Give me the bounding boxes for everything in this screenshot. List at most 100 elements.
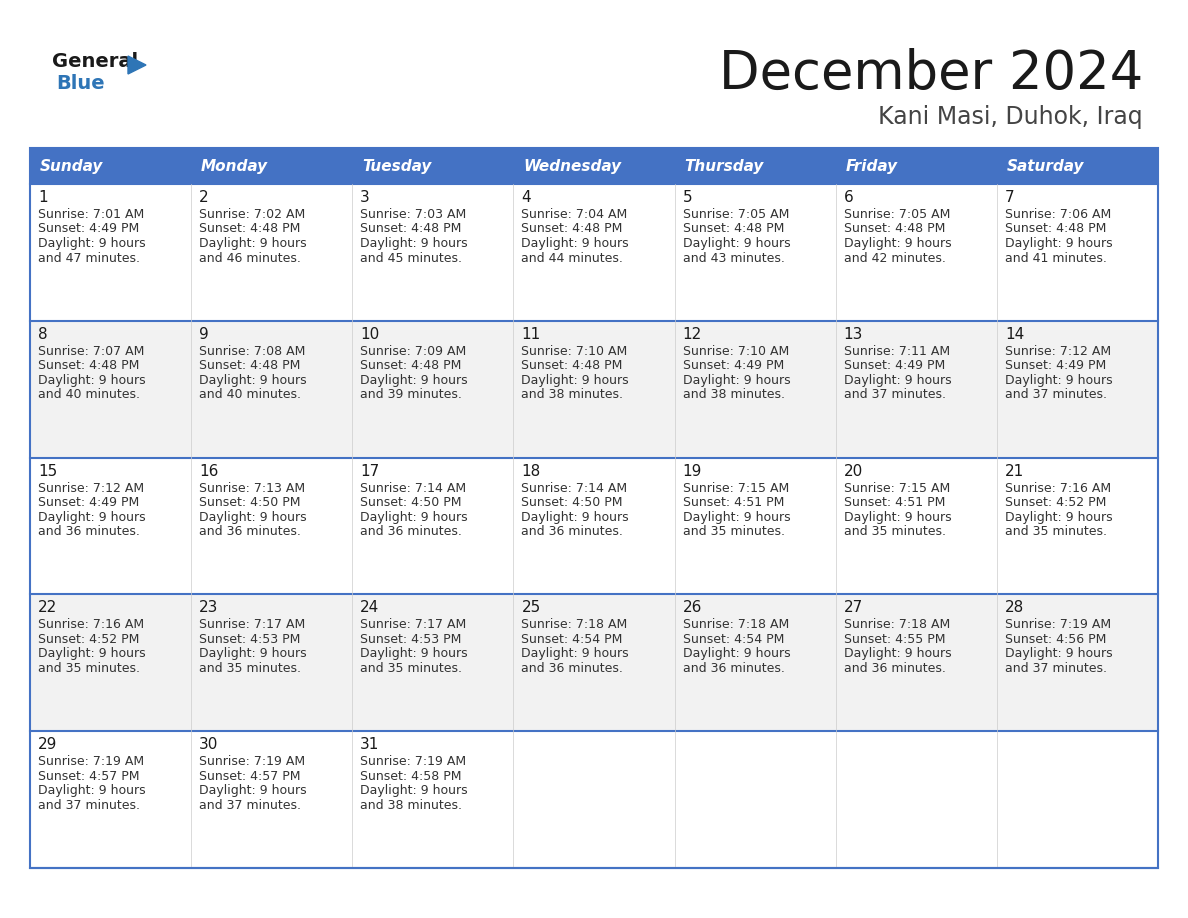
Text: Sunrise: 7:17 AM: Sunrise: 7:17 AM xyxy=(360,619,467,632)
Text: Sunset: 4:57 PM: Sunset: 4:57 PM xyxy=(200,769,301,783)
Text: Sunset: 4:54 PM: Sunset: 4:54 PM xyxy=(683,633,784,646)
Text: Daylight: 9 hours: Daylight: 9 hours xyxy=(522,647,630,660)
Text: and 47 minutes.: and 47 minutes. xyxy=(38,252,140,264)
Text: 19: 19 xyxy=(683,464,702,478)
Text: Sunset: 4:57 PM: Sunset: 4:57 PM xyxy=(38,769,139,783)
Text: Sunset: 4:50 PM: Sunset: 4:50 PM xyxy=(522,496,623,509)
Text: and 36 minutes.: and 36 minutes. xyxy=(683,662,784,675)
Text: Sunrise: 7:02 AM: Sunrise: 7:02 AM xyxy=(200,208,305,221)
Text: Sunrise: 7:16 AM: Sunrise: 7:16 AM xyxy=(38,619,144,632)
Text: Sunset: 4:48 PM: Sunset: 4:48 PM xyxy=(1005,222,1106,236)
Text: Daylight: 9 hours: Daylight: 9 hours xyxy=(200,237,307,250)
Text: Saturday: Saturday xyxy=(1007,159,1085,174)
Text: and 38 minutes.: and 38 minutes. xyxy=(683,388,784,401)
Text: Sunrise: 7:16 AM: Sunrise: 7:16 AM xyxy=(1005,482,1111,495)
Text: Sunset: 4:50 PM: Sunset: 4:50 PM xyxy=(360,496,462,509)
Text: Daylight: 9 hours: Daylight: 9 hours xyxy=(1005,510,1112,523)
Text: Daylight: 9 hours: Daylight: 9 hours xyxy=(200,510,307,523)
Text: Sunset: 4:50 PM: Sunset: 4:50 PM xyxy=(200,496,301,509)
Text: Daylight: 9 hours: Daylight: 9 hours xyxy=(38,510,146,523)
Text: Sunset: 4:49 PM: Sunset: 4:49 PM xyxy=(683,359,784,373)
Text: Daylight: 9 hours: Daylight: 9 hours xyxy=(360,237,468,250)
Text: Sunrise: 7:05 AM: Sunrise: 7:05 AM xyxy=(843,208,950,221)
Bar xyxy=(30,148,1158,184)
Text: Sunrise: 7:18 AM: Sunrise: 7:18 AM xyxy=(522,619,627,632)
Bar xyxy=(30,732,1158,868)
Text: and 37 minutes.: and 37 minutes. xyxy=(1005,662,1107,675)
Text: 22: 22 xyxy=(38,600,57,615)
Text: and 40 minutes.: and 40 minutes. xyxy=(200,388,301,401)
Text: 16: 16 xyxy=(200,464,219,478)
Text: Daylight: 9 hours: Daylight: 9 hours xyxy=(200,374,307,386)
Text: Sunrise: 7:15 AM: Sunrise: 7:15 AM xyxy=(683,482,789,495)
Text: Daylight: 9 hours: Daylight: 9 hours xyxy=(683,510,790,523)
Text: Sunset: 4:54 PM: Sunset: 4:54 PM xyxy=(522,633,623,646)
Text: Sunrise: 7:06 AM: Sunrise: 7:06 AM xyxy=(1005,208,1111,221)
Text: Sunset: 4:51 PM: Sunset: 4:51 PM xyxy=(843,496,946,509)
Text: 18: 18 xyxy=(522,464,541,478)
Polygon shape xyxy=(128,56,146,74)
Text: Sunset: 4:55 PM: Sunset: 4:55 PM xyxy=(843,633,946,646)
Text: and 37 minutes.: and 37 minutes. xyxy=(200,799,301,812)
Text: and 36 minutes.: and 36 minutes. xyxy=(360,525,462,538)
Text: Sunset: 4:49 PM: Sunset: 4:49 PM xyxy=(843,359,944,373)
Text: Daylight: 9 hours: Daylight: 9 hours xyxy=(683,647,790,660)
Text: Tuesday: Tuesday xyxy=(362,159,431,174)
Text: and 35 minutes.: and 35 minutes. xyxy=(1005,525,1107,538)
Bar xyxy=(30,457,1158,594)
Text: Wednesday: Wednesday xyxy=(524,159,621,174)
Bar xyxy=(30,148,1158,868)
Text: and 35 minutes.: and 35 minutes. xyxy=(683,525,784,538)
Text: and 35 minutes.: and 35 minutes. xyxy=(843,525,946,538)
Text: Sunrise: 7:10 AM: Sunrise: 7:10 AM xyxy=(522,345,627,358)
Text: Sunset: 4:49 PM: Sunset: 4:49 PM xyxy=(38,222,139,236)
Text: Daylight: 9 hours: Daylight: 9 hours xyxy=(360,374,468,386)
Text: 20: 20 xyxy=(843,464,862,478)
Text: 1: 1 xyxy=(38,190,48,205)
Text: 15: 15 xyxy=(38,464,57,478)
Text: 13: 13 xyxy=(843,327,864,341)
Text: 17: 17 xyxy=(360,464,379,478)
Text: and 45 minutes.: and 45 minutes. xyxy=(360,252,462,264)
Text: and 38 minutes.: and 38 minutes. xyxy=(360,799,462,812)
Bar xyxy=(30,184,1158,320)
Text: Sunrise: 7:04 AM: Sunrise: 7:04 AM xyxy=(522,208,627,221)
Text: 3: 3 xyxy=(360,190,369,205)
Text: and 39 minutes.: and 39 minutes. xyxy=(360,388,462,401)
Text: 24: 24 xyxy=(360,600,379,615)
Text: 5: 5 xyxy=(683,190,693,205)
Text: Sunset: 4:48 PM: Sunset: 4:48 PM xyxy=(843,222,946,236)
Text: Sunrise: 7:11 AM: Sunrise: 7:11 AM xyxy=(843,345,950,358)
Text: Sunrise: 7:19 AM: Sunrise: 7:19 AM xyxy=(200,756,305,768)
Text: and 42 minutes.: and 42 minutes. xyxy=(843,252,946,264)
Text: Sunset: 4:48 PM: Sunset: 4:48 PM xyxy=(683,222,784,236)
Text: and 35 minutes.: and 35 minutes. xyxy=(38,662,140,675)
Text: and 36 minutes.: and 36 minutes. xyxy=(522,662,624,675)
Text: and 37 minutes.: and 37 minutes. xyxy=(38,799,140,812)
Text: Sunset: 4:56 PM: Sunset: 4:56 PM xyxy=(1005,633,1106,646)
Text: 27: 27 xyxy=(843,600,862,615)
Text: Sunrise: 7:19 AM: Sunrise: 7:19 AM xyxy=(38,756,144,768)
Text: and 44 minutes.: and 44 minutes. xyxy=(522,252,624,264)
Text: Daylight: 9 hours: Daylight: 9 hours xyxy=(843,647,952,660)
Text: Daylight: 9 hours: Daylight: 9 hours xyxy=(38,374,146,386)
Text: Sunrise: 7:05 AM: Sunrise: 7:05 AM xyxy=(683,208,789,221)
Text: Daylight: 9 hours: Daylight: 9 hours xyxy=(1005,237,1112,250)
Text: Sunset: 4:53 PM: Sunset: 4:53 PM xyxy=(360,633,462,646)
Text: 31: 31 xyxy=(360,737,380,752)
Text: 28: 28 xyxy=(1005,600,1024,615)
Text: Sunset: 4:48 PM: Sunset: 4:48 PM xyxy=(200,359,301,373)
Text: Thursday: Thursday xyxy=(684,159,764,174)
Text: 10: 10 xyxy=(360,327,379,341)
Text: Daylight: 9 hours: Daylight: 9 hours xyxy=(360,784,468,797)
Text: 21: 21 xyxy=(1005,464,1024,478)
Text: and 36 minutes.: and 36 minutes. xyxy=(843,662,946,675)
Text: Sunset: 4:48 PM: Sunset: 4:48 PM xyxy=(200,222,301,236)
Text: Sunrise: 7:18 AM: Sunrise: 7:18 AM xyxy=(683,619,789,632)
Text: Sunrise: 7:17 AM: Sunrise: 7:17 AM xyxy=(200,619,305,632)
Text: Monday: Monday xyxy=(201,159,268,174)
Text: Daylight: 9 hours: Daylight: 9 hours xyxy=(200,647,307,660)
Text: Sunset: 4:48 PM: Sunset: 4:48 PM xyxy=(360,222,462,236)
Text: and 35 minutes.: and 35 minutes. xyxy=(200,662,301,675)
Text: and 37 minutes.: and 37 minutes. xyxy=(1005,388,1107,401)
